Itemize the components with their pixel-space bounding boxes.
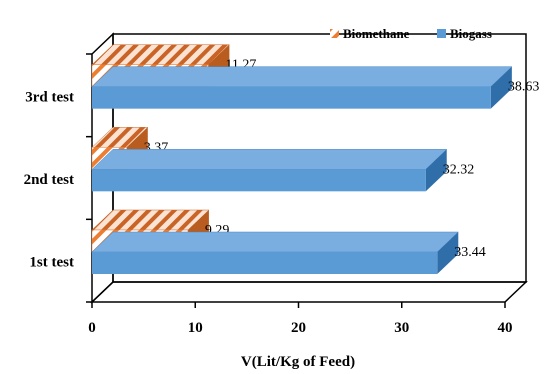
bar-top-face	[91, 231, 459, 253]
bar-front-face	[92, 169, 426, 192]
y-category-label: 3rd test	[25, 89, 74, 105]
x-tick-label: 40	[498, 320, 513, 336]
bar-biogass-2	[91, 149, 448, 192]
bar-end-face	[437, 232, 459, 274]
bar-top-face	[91, 66, 513, 87]
bar-front-face	[92, 252, 438, 274]
bar-top-face	[91, 149, 448, 170]
legend-label-biogass: Biogass	[450, 26, 492, 41]
bar-end-face	[425, 149, 447, 192]
legend-key-biomethane	[330, 29, 339, 38]
data-label-biogass-3: 38.63	[508, 80, 540, 95]
bar-biogass-1	[91, 231, 459, 274]
legend-key-biogass	[437, 29, 446, 38]
bar-end-face	[490, 66, 512, 109]
x-tick-label: 10	[188, 320, 203, 336]
data-label-biogass-2: 32.32	[443, 162, 475, 177]
y-category-label: 2nd test	[24, 172, 74, 188]
legend: Biomethane Biogass	[330, 26, 492, 41]
x-tick-label: 20	[291, 320, 306, 336]
x-tick-label: 0	[88, 320, 96, 336]
x-tick-label: 30	[394, 320, 409, 336]
bar-biogass-3	[91, 66, 513, 109]
plot-floor	[90, 281, 528, 303]
bar-top-face	[91, 44, 230, 65]
legend-label-biomethane: Biomethane	[343, 26, 410, 41]
bar-front-face	[92, 86, 491, 109]
data-label-biogass-1: 33.44	[454, 245, 486, 260]
x-axis-title: V(Lit/Kg of Feed)	[241, 354, 355, 370]
y-category-label: 1st test	[29, 255, 74, 271]
